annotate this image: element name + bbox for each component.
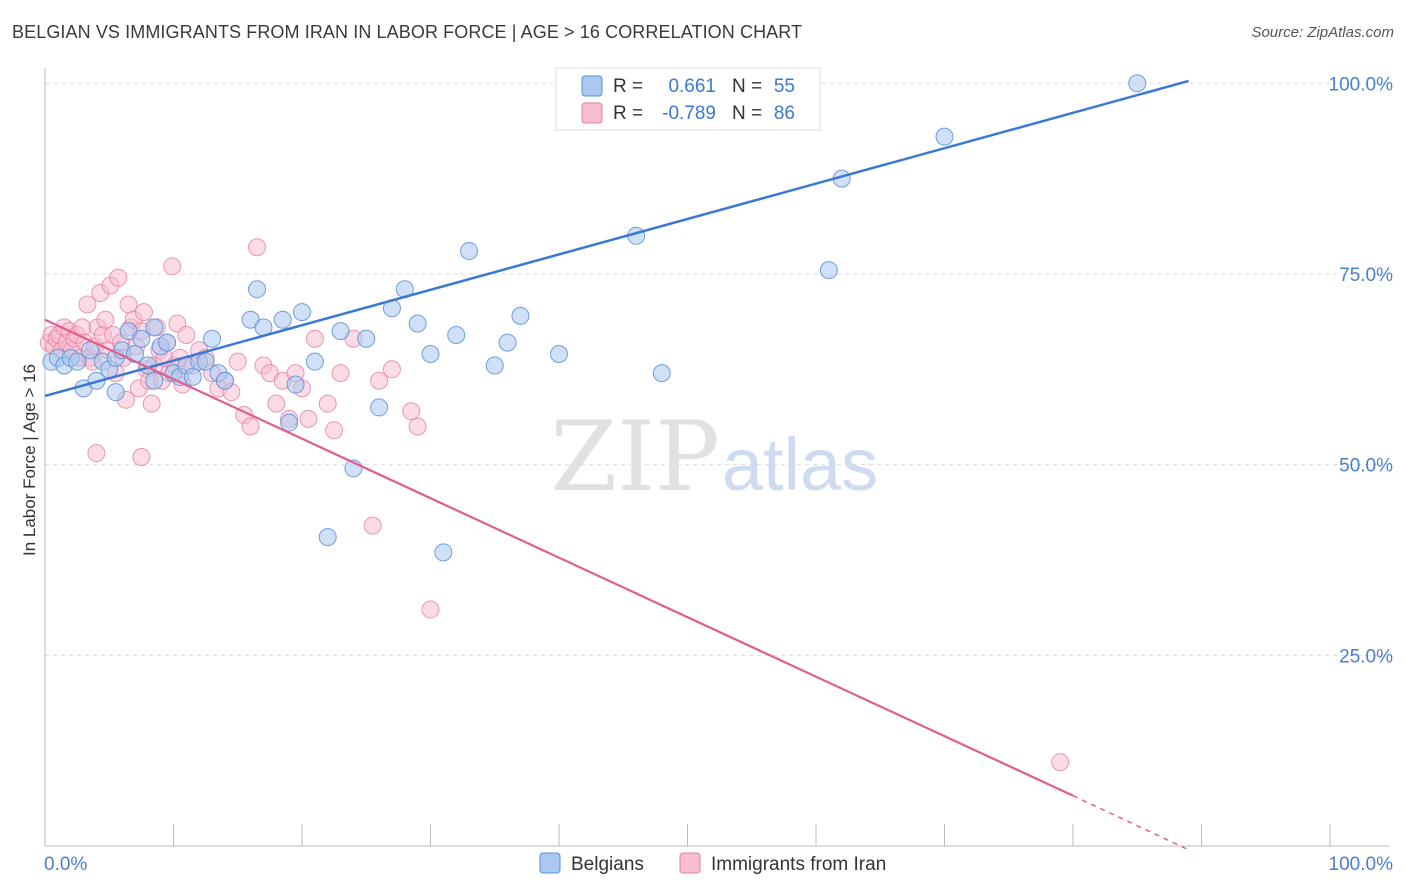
legend-n-value-1: 55 xyxy=(774,76,795,97)
x-tick-label: 100.0% xyxy=(1329,854,1394,875)
chart-title: BELGIAN VS IMMIGRANTS FROM IRAN IN LABOR… xyxy=(12,22,803,42)
data-point-iran xyxy=(142,394,161,413)
data-point-belgians xyxy=(421,345,440,364)
data-point-belgians xyxy=(286,375,305,394)
data-point-iran xyxy=(408,417,427,436)
legend-n-label-2: N = xyxy=(732,103,762,124)
data-point-iran xyxy=(1051,753,1070,772)
data-point-iran xyxy=(177,325,196,344)
trend-lines xyxy=(44,79,1189,851)
x-tick-labels: 0.0% 100.0% xyxy=(44,854,1393,875)
data-point-belgians xyxy=(511,306,530,325)
legend-n-label-1: N = xyxy=(732,76,762,97)
data-point-iran xyxy=(87,444,106,463)
y-tick-label: 50.0% xyxy=(1339,456,1393,477)
data-point-iran xyxy=(305,329,324,348)
data-point-belgians xyxy=(106,383,125,402)
data-point-belgians xyxy=(273,310,292,329)
legend-r-value-1: 0.661 xyxy=(668,76,716,97)
data-point-belgians xyxy=(434,543,453,562)
data-point-iran xyxy=(248,238,267,257)
data-point-belgians xyxy=(203,329,222,348)
data-point-belgians xyxy=(498,333,517,352)
legend-bottom-swatch-belgians xyxy=(539,852,561,874)
series-belgians-points xyxy=(42,74,1147,562)
data-point-iran xyxy=(132,448,151,466)
y-tick-label: 75.0% xyxy=(1339,265,1393,286)
data-point-iran xyxy=(299,409,318,428)
data-point-belgians xyxy=(248,280,267,299)
data-point-belgians xyxy=(357,329,376,348)
data-point-belgians xyxy=(280,413,299,432)
watermark-zip: ZIP xyxy=(550,401,719,513)
data-point-belgians xyxy=(196,352,215,371)
y-tick-labels: 25.0% 50.0% 75.0% 100.0% xyxy=(1329,74,1394,667)
data-point-belgians xyxy=(68,352,87,371)
data-point-belgians xyxy=(318,528,337,547)
legend-series: Belgians Immigrants from Iran xyxy=(539,852,886,875)
data-point-belgians xyxy=(485,356,504,375)
legend-bottom-label-iran: Immigrants from Iran xyxy=(711,854,886,875)
data-point-belgians xyxy=(652,364,671,383)
x-tick-label: 0.0% xyxy=(44,854,87,875)
data-point-belgians xyxy=(935,127,954,146)
legend-swatch-belgians xyxy=(581,75,603,97)
data-point-belgians xyxy=(819,261,838,280)
trend-line-iran-extrapolated xyxy=(1072,794,1189,851)
data-point-iran xyxy=(318,394,337,413)
data-point-belgians xyxy=(550,345,568,364)
data-point-belgians xyxy=(145,318,164,337)
source-label: Source: ZipAtlas.com xyxy=(1251,24,1394,41)
data-point-belgians xyxy=(293,303,311,322)
legend-r-value-2: -0.789 xyxy=(662,103,716,124)
data-point-iran xyxy=(421,600,440,619)
data-point-iran xyxy=(119,295,138,314)
data-point-belgians xyxy=(145,371,164,390)
data-point-iran xyxy=(134,303,153,322)
data-point-iran xyxy=(382,360,401,379)
data-point-iran xyxy=(78,295,97,314)
data-point-belgians xyxy=(460,242,479,261)
data-point-iran xyxy=(331,364,350,383)
y-tick-label: 100.0% xyxy=(1329,74,1394,95)
data-point-belgians xyxy=(183,367,202,386)
data-point-belgians xyxy=(408,314,427,333)
data-point-iran xyxy=(325,421,344,440)
data-point-iran xyxy=(267,394,286,413)
data-point-iran xyxy=(241,417,260,436)
data-point-belgians xyxy=(331,322,350,341)
data-point-belgians xyxy=(447,325,466,344)
data-point-iran xyxy=(96,310,115,329)
grid-lines xyxy=(45,82,1390,656)
data-point-iran xyxy=(109,268,128,287)
legend-bottom-label-belgians: Belgians xyxy=(571,854,644,875)
data-point-belgians xyxy=(215,371,234,390)
legend-r-label-1: R = xyxy=(613,76,643,97)
legend-n-value-2: 86 xyxy=(774,103,795,124)
data-point-belgians xyxy=(158,333,177,352)
watermark-atlas: atlas xyxy=(722,423,878,506)
data-point-belgians xyxy=(370,398,389,417)
data-point-iran xyxy=(370,371,389,390)
trend-line-iran xyxy=(44,318,1074,797)
watermark: ZIP atlas xyxy=(550,401,878,513)
data-point-iran xyxy=(163,257,182,276)
data-point-iran xyxy=(363,516,382,535)
data-point-belgians xyxy=(305,352,324,371)
trend-line-belgians xyxy=(44,79,1189,398)
legend-r-label-2: R = xyxy=(613,103,643,124)
data-point-belgians xyxy=(1128,74,1147,93)
data-point-belgians xyxy=(132,329,151,348)
y-tick-label: 25.0% xyxy=(1339,646,1393,667)
legend-stats: R = 0.661 N = 55 R = -0.789 N = 86 xyxy=(555,67,821,131)
axes xyxy=(44,68,1390,847)
legend-swatch-iran xyxy=(581,102,603,124)
data-point-iran xyxy=(228,352,247,371)
legend-bottom-swatch-iran xyxy=(679,852,701,874)
data-point-iran xyxy=(402,402,421,421)
